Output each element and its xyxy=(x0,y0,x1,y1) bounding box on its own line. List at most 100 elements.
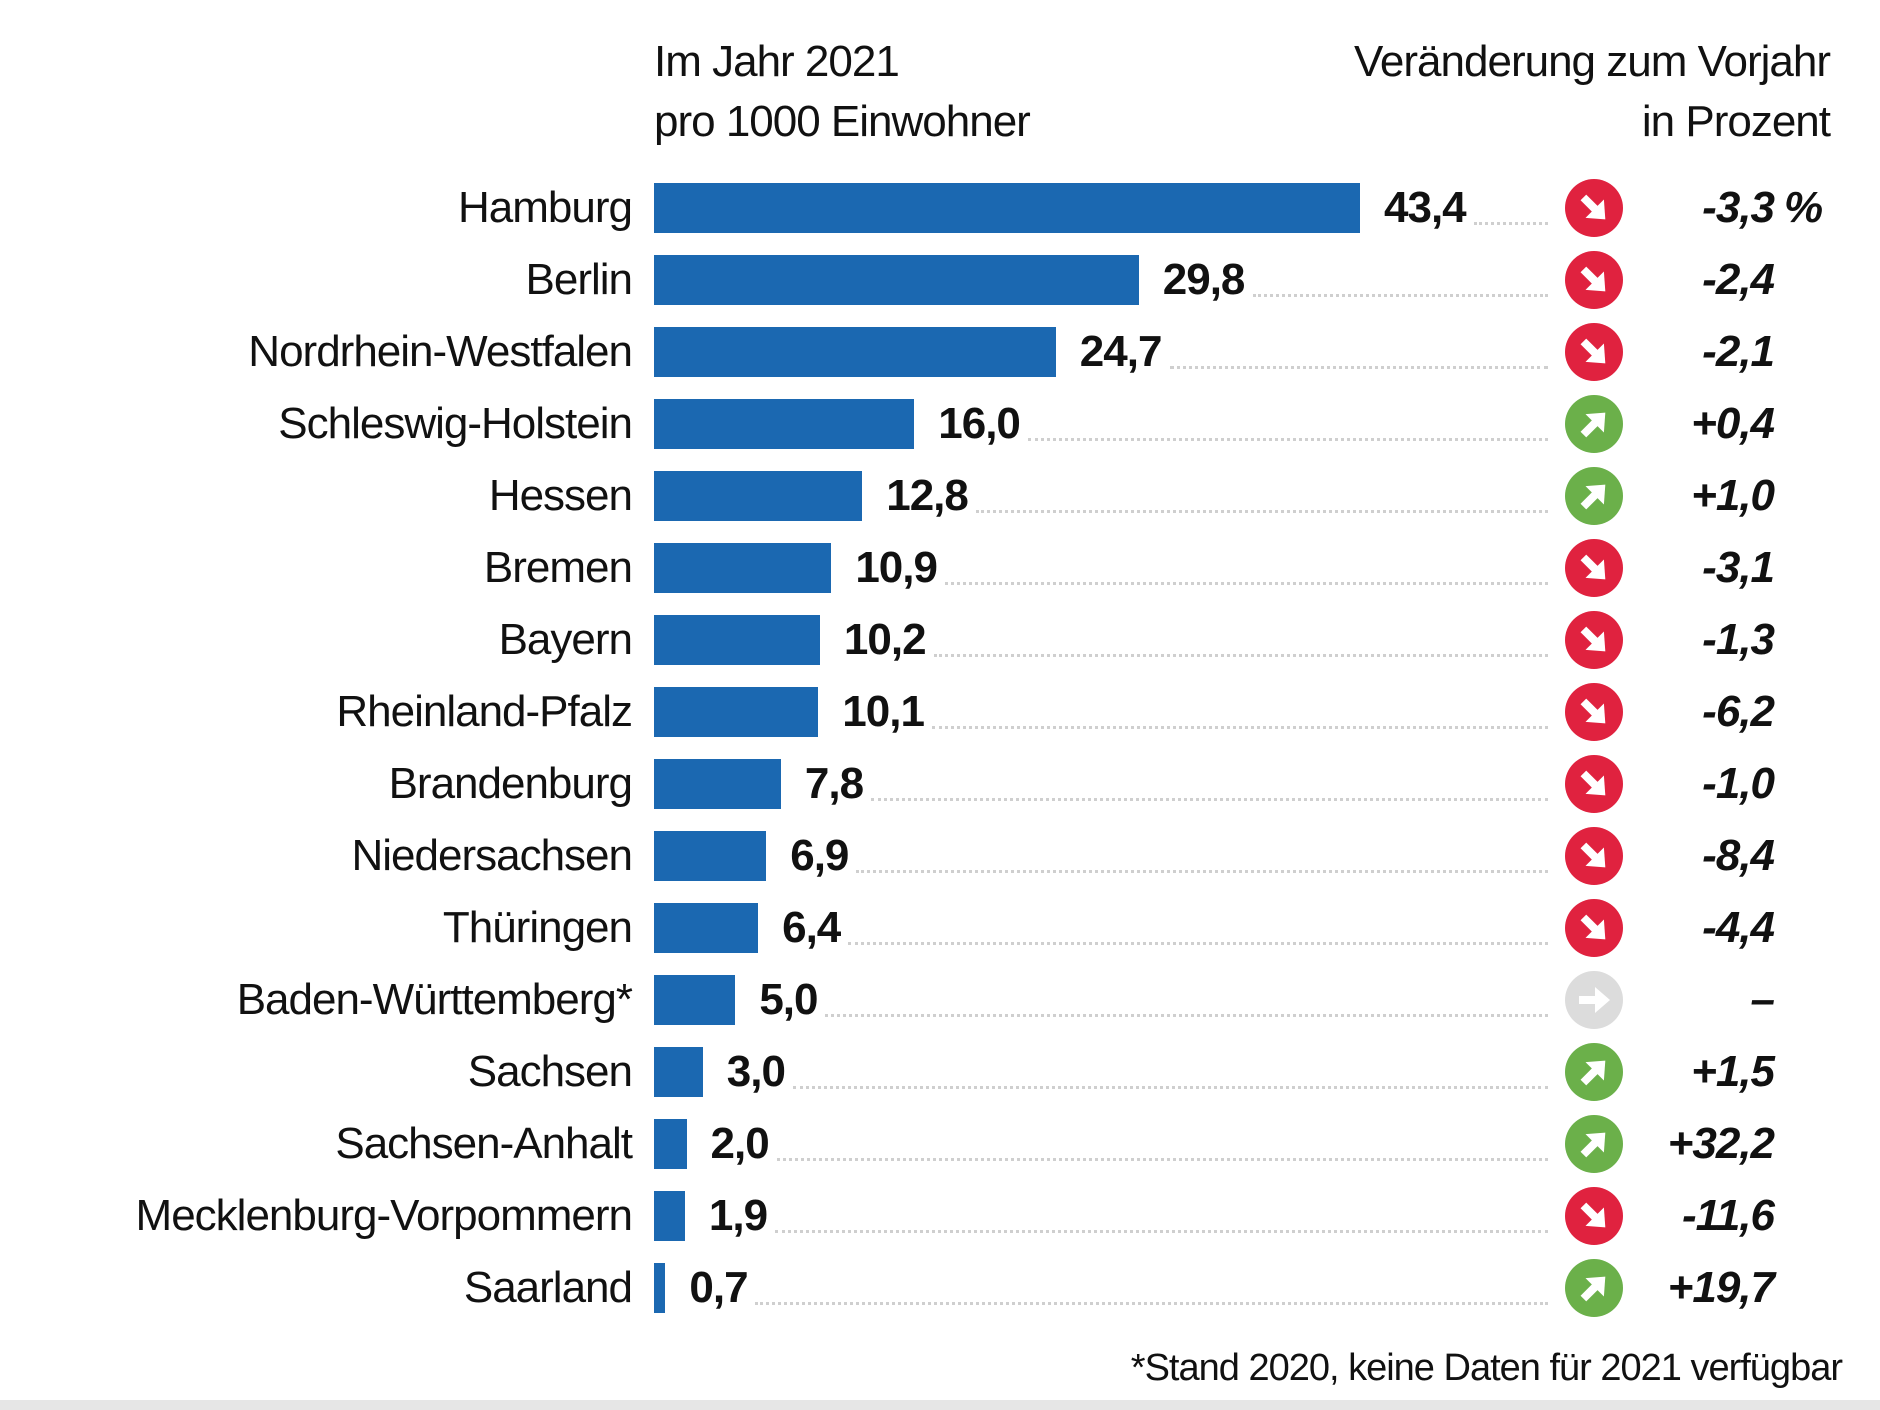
bar xyxy=(654,1191,685,1241)
category-label: Sachsen-Anhalt xyxy=(335,1119,633,1168)
change-label: -11,6 xyxy=(1681,1191,1775,1240)
chart-row: Schleswig-Holstein 16,0 +0,4 xyxy=(0,388,1880,460)
change-label: -2,4 xyxy=(1702,255,1775,304)
leader-dots xyxy=(755,1302,1548,1305)
category-label: Hessen xyxy=(488,471,633,520)
bar xyxy=(654,399,915,449)
category-label: Nordrhein-Westfalen xyxy=(248,327,633,376)
trend-up-icon xyxy=(1565,1043,1623,1101)
category-label: Niedersachsen xyxy=(351,831,633,880)
chart-row: Sachsen-Anhalt 2,0 +32,2 xyxy=(0,1108,1880,1180)
leader-dots xyxy=(871,798,1548,801)
trend-down-icon xyxy=(1565,323,1623,381)
category-label: Hamburg xyxy=(458,183,633,232)
change-label: – xyxy=(1750,975,1776,1024)
change-label: -3,1 xyxy=(1702,543,1775,592)
trend-down-icon xyxy=(1565,251,1623,309)
leader-dots xyxy=(945,582,1548,585)
value-label: 43,4 xyxy=(1384,183,1467,232)
bar xyxy=(654,327,1056,377)
chart-row: Hamburg 43,4 -3,3% xyxy=(0,172,1880,244)
change-label: -6,2 xyxy=(1702,687,1775,736)
value-label: 0,7 xyxy=(689,1263,748,1312)
bar xyxy=(654,183,1360,233)
category-label: Sachsen xyxy=(467,1047,633,1096)
category-label: Mecklenburg-Vorpommern xyxy=(135,1191,633,1240)
change-label: +0,4 xyxy=(1691,399,1775,448)
footnote: *Stand 2020, keine Daten für 2021 verfüg… xyxy=(1130,1347,1843,1389)
category-label: Bremen xyxy=(483,543,633,592)
leader-dots xyxy=(1028,438,1548,441)
change-label: -3,3 xyxy=(1702,183,1775,232)
bar xyxy=(654,687,819,737)
bar xyxy=(654,903,759,953)
trend-up-icon xyxy=(1565,395,1623,453)
leader-dots xyxy=(775,1230,1548,1233)
value-label: 10,9 xyxy=(855,543,938,592)
chart-row: Saarland 0,7 +19,7 xyxy=(0,1252,1880,1324)
value-label: 5,0 xyxy=(759,975,818,1024)
value-label: 16,0 xyxy=(938,399,1021,448)
bar xyxy=(654,759,781,809)
leader-dots xyxy=(1170,366,1548,369)
change-unit: % xyxy=(1784,183,1824,232)
trend-down-icon xyxy=(1565,683,1623,741)
category-label: Berlin xyxy=(525,255,633,304)
value-column-header: Im Jahr 2021 pro 1000 Einwohner xyxy=(654,32,1031,152)
change-label: -8,4 xyxy=(1702,831,1775,880)
change-label: +1,5 xyxy=(1691,1047,1775,1096)
chart-row: Bremen 10,9 -3,1 xyxy=(0,532,1880,604)
chart-row: Baden-Württemberg* 5,0 – xyxy=(0,964,1880,1036)
trend-down-icon xyxy=(1565,611,1623,669)
bottom-strip xyxy=(0,1400,1880,1410)
bar xyxy=(654,255,1139,305)
header-right-line1: Veränderung zum Vorjahr xyxy=(1354,37,1831,86)
value-label: 10,2 xyxy=(843,615,927,664)
value-label: 7,8 xyxy=(804,759,864,808)
leader-dots xyxy=(976,510,1548,513)
leader-dots xyxy=(932,726,1548,729)
bar xyxy=(654,1119,687,1169)
trend-down-icon xyxy=(1565,899,1623,957)
value-label: 6,9 xyxy=(790,831,849,880)
category-label: Baden-Württemberg* xyxy=(236,975,633,1024)
category-label: Rheinland-Pfalz xyxy=(336,687,633,736)
chart-row: Niedersachsen 6,9 -8,4 xyxy=(0,820,1880,892)
trend-up-icon xyxy=(1565,1115,1623,1173)
leader-dots xyxy=(1253,294,1548,297)
trend-up-icon xyxy=(1565,467,1623,525)
bar xyxy=(654,471,863,521)
value-label: 3,0 xyxy=(726,1047,786,1096)
header-left-line2: pro 1000 Einwohner xyxy=(654,97,1031,146)
change-label: +32,2 xyxy=(1667,1119,1775,1168)
bar xyxy=(654,543,832,593)
change-column-header: Veränderung zum Vorjahr in Prozent xyxy=(1354,32,1831,152)
change-label: +1,0 xyxy=(1691,471,1775,520)
chart-row: Bayern 10,2 -1,3 xyxy=(0,604,1880,676)
trend-down-icon xyxy=(1565,1187,1623,1245)
bar xyxy=(654,1263,666,1313)
bar xyxy=(654,615,820,665)
category-label: Brandenburg xyxy=(388,759,633,808)
value-label: 1,9 xyxy=(708,1191,768,1240)
bar xyxy=(654,1047,703,1097)
category-label: Saarland xyxy=(463,1263,633,1312)
category-label: Schleswig-Holstein xyxy=(278,399,633,448)
leader-dots xyxy=(934,654,1548,657)
change-label: -1,3 xyxy=(1702,615,1775,664)
chart-row: Thüringen 6,4 -4,4 xyxy=(0,892,1880,964)
trend-down-icon xyxy=(1565,539,1623,597)
value-label: 24,7 xyxy=(1079,327,1163,376)
chart-row: Sachsen 3,0 +1,5 xyxy=(0,1036,1880,1108)
chart-row: Nordrhein-Westfalen 24,7 -2,1 xyxy=(0,316,1880,388)
leader-dots xyxy=(856,870,1548,873)
value-label: 2,0 xyxy=(710,1119,770,1168)
leader-dots xyxy=(848,942,1548,945)
change-label: -2,1 xyxy=(1702,327,1775,376)
bar xyxy=(654,975,736,1025)
leader-dots xyxy=(777,1158,1548,1161)
chart-row: Rheinland-Pfalz 10,1 -6,2 xyxy=(0,676,1880,748)
trend-down-icon xyxy=(1565,755,1623,813)
header-right-line2: in Prozent xyxy=(1641,97,1831,146)
trend-up-icon xyxy=(1565,1259,1623,1317)
